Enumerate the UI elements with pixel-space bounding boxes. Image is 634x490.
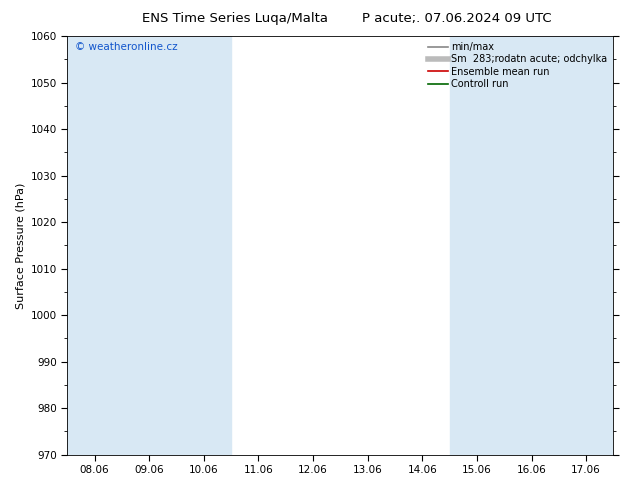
Text: ENS Time Series Luqa/Malta: ENS Time Series Luqa/Malta (141, 12, 328, 25)
Text: P acute;. 07.06.2024 09 UTC: P acute;. 07.06.2024 09 UTC (361, 12, 552, 25)
Text: © weatheronline.cz: © weatheronline.cz (75, 43, 178, 52)
Bar (504, 36, 559, 455)
Bar (122, 36, 176, 455)
Legend: min/max, Sm  283;rodatn acute; odchylka, Ensemble mean run, Controll run: min/max, Sm 283;rodatn acute; odchylka, … (424, 38, 612, 93)
Bar (67, 36, 122, 455)
Y-axis label: Surface Pressure (hPa): Surface Pressure (hPa) (15, 182, 25, 309)
Bar (450, 36, 504, 455)
Bar (176, 36, 231, 455)
Bar (559, 36, 614, 455)
